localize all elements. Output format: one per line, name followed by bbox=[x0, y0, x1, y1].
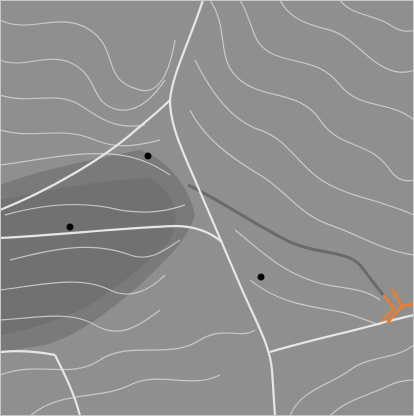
contour-line bbox=[0, 329, 256, 376]
road bbox=[0, 99, 171, 212]
contour-line bbox=[279, 0, 414, 73]
road bbox=[269, 313, 414, 354]
road bbox=[0, 224, 223, 243]
marker-chevron bbox=[381, 294, 396, 322]
map-point bbox=[257, 273, 265, 281]
contour-line bbox=[249, 279, 381, 326]
contour-line bbox=[9, 239, 181, 261]
contour-line bbox=[0, 94, 146, 127]
contour-line bbox=[189, 109, 414, 256]
road bbox=[0, 350, 56, 357]
contour-line bbox=[209, 0, 414, 182]
map-point bbox=[66, 223, 74, 231]
contour-line bbox=[0, 129, 161, 147]
location-marker bbox=[381, 288, 414, 324]
contour-line bbox=[289, 344, 414, 416]
contour-line bbox=[239, 0, 414, 121]
shaded-area-inner bbox=[0, 178, 176, 335]
contour-line bbox=[0, 19, 176, 92]
contour-line bbox=[0, 58, 166, 111]
contour-line bbox=[29, 374, 221, 416]
contour-line bbox=[329, 379, 414, 416]
trail bbox=[187, 183, 394, 307]
road bbox=[54, 354, 82, 416]
road bbox=[168, 0, 277, 416]
contour-line bbox=[0, 309, 161, 332]
contour-line bbox=[234, 229, 381, 301]
contour-line bbox=[0, 274, 166, 295]
contour-line bbox=[4, 203, 186, 216]
contour-line bbox=[194, 59, 414, 216]
map-point bbox=[144, 152, 152, 160]
contour-line bbox=[339, 0, 414, 32]
marker-tail bbox=[400, 302, 414, 308]
contour-line bbox=[0, 153, 171, 176]
